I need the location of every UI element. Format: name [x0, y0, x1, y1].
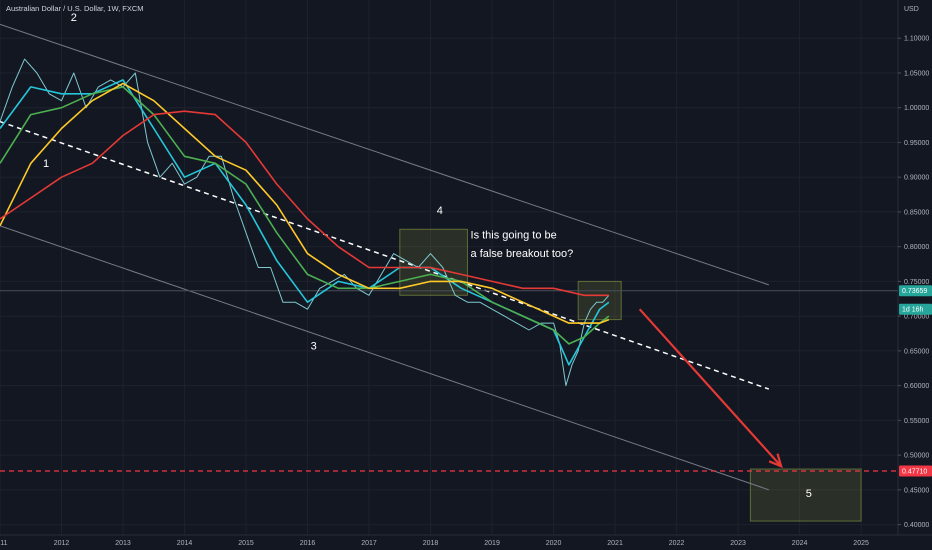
- annotations-layer: 2 1 3 4 5 Is this going to be a false breakout…: [43, 12, 812, 500]
- x-tick-label: 2018: [423, 540, 439, 547]
- highlight-box[interactable]: [577, 280, 622, 321]
- price-label-text: 1d 16h: [902, 307, 924, 314]
- channel-upper-line[interactable]: [0, 23, 769, 286]
- forecast-arrow-shaft[interactable]: [638, 308, 782, 467]
- x-tick-label: 2016: [300, 540, 316, 547]
- x-tick-label: 2012: [54, 540, 70, 547]
- wave-label: 5: [806, 488, 812, 500]
- y-tick-label: 0.85000: [904, 209, 929, 216]
- y-tick-label: 1.00000: [904, 105, 929, 112]
- series-price[interactable]: [0, 58, 610, 387]
- drawings-layer: [0, 23, 898, 522]
- annotation-text: a false breakout too?: [471, 248, 574, 260]
- wave-label: 3: [311, 340, 317, 352]
- x-tick-label: 2024: [792, 540, 808, 547]
- series-ma-yellow[interactable]: [0, 82, 610, 324]
- series-layer: [0, 58, 610, 387]
- price-label-badge: [899, 285, 932, 297]
- channel-lower-line[interactable]: [0, 225, 769, 491]
- x-tick-label: 2014: [177, 540, 193, 547]
- x-tick-label: 2022: [669, 540, 685, 547]
- wave-label: 4: [437, 205, 443, 217]
- x-tick-label: 2021: [607, 540, 623, 547]
- x-tick-label: 2023: [730, 540, 746, 547]
- y-tick-label: 0.65000: [904, 348, 929, 355]
- price-label-text: 0.47710: [902, 469, 927, 476]
- y-tick-label: 1.10000: [904, 36, 929, 43]
- wave-label: 1: [43, 158, 49, 170]
- x-tick-label: 2011: [0, 540, 8, 547]
- y-tick-label: 0.55000: [904, 418, 929, 425]
- price-labels: 0.73659 1d 16h 0.47710: [899, 285, 932, 477]
- currency-label: USD: [904, 6, 919, 13]
- highlight-box[interactable]: [749, 468, 862, 522]
- price-label-badge: [899, 303, 932, 315]
- y-tick-label: 0.75000: [904, 279, 929, 286]
- price-axis: 1.10000 1.05000 1.00000 0.95000 0.90000 0.850…: [898, 36, 929, 529]
- forecast-arrow-head[interactable]: [768, 453, 783, 469]
- x-tick-label: 2020: [546, 540, 562, 547]
- y-tick-label: 0.70000: [904, 314, 929, 321]
- trend-dashed-line[interactable]: [0, 120, 770, 390]
- price-label-text: 0.73659: [902, 288, 927, 295]
- annotation-text: Is this going to be: [471, 229, 557, 241]
- y-tick-label: 0.40000: [904, 522, 929, 529]
- y-tick-label: 1.05000: [904, 70, 929, 77]
- price-label-badge: [899, 465, 932, 477]
- y-tick-label: 0.80000: [904, 244, 929, 251]
- x-tick-label: 2013: [115, 540, 131, 547]
- x-tick-label: 2017: [361, 540, 377, 547]
- chart-title: Australian Dollar / U.S. Dollar, 1W, FXC…: [6, 4, 144, 13]
- series-ma-red[interactable]: [0, 110, 609, 297]
- x-tick-label: 2015: [238, 540, 254, 547]
- series-ma-fast[interactable]: [0, 79, 610, 366]
- y-tick-label: 0.90000: [904, 175, 929, 182]
- y-tick-label: 0.95000: [904, 140, 929, 147]
- y-tick-label: 0.45000: [904, 487, 929, 494]
- wave-label: 2: [71, 12, 77, 24]
- x-tick-label: 2019: [484, 540, 500, 547]
- y-tick-label: 0.50000: [904, 453, 929, 460]
- y-tick-label: 0.60000: [904, 383, 929, 390]
- x-tick-label: 2025: [853, 540, 869, 547]
- time-axis: 2011 2012 2013 2014 2015 2016 2017 2018 2019 2020…: [0, 540, 869, 547]
